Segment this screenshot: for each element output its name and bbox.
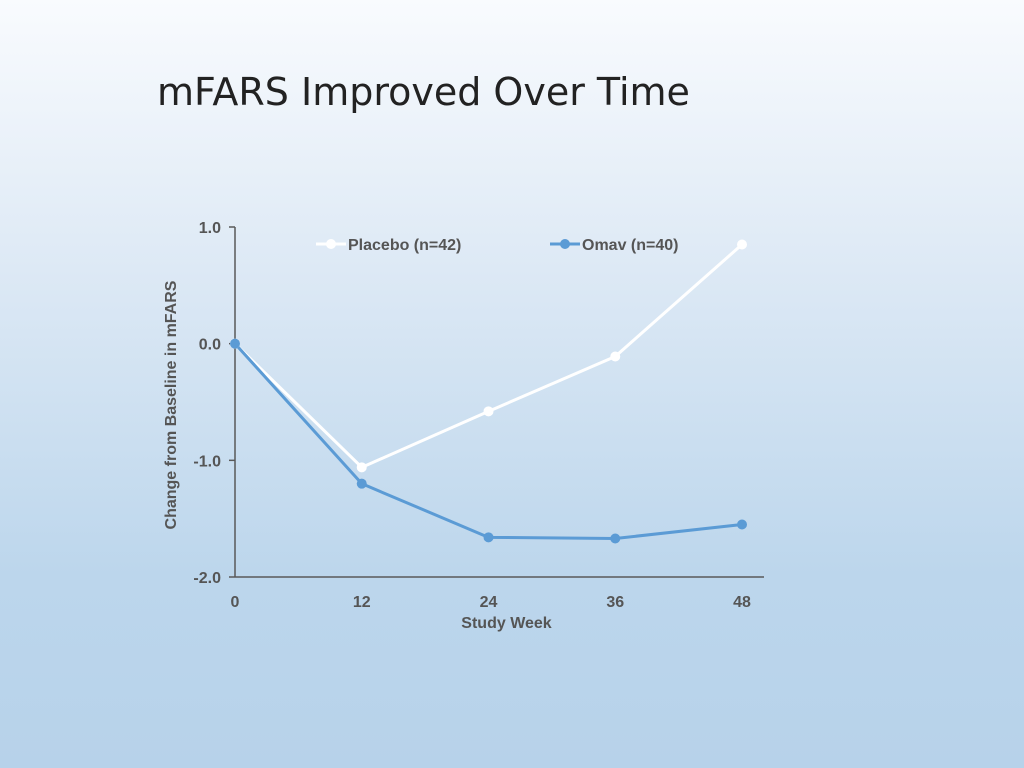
x-axis-ticks: 0 12 24 36 48 (231, 594, 751, 611)
data-point (483, 406, 494, 417)
series-lines (233, 243, 743, 540)
y-tick-label: 1.0 (199, 220, 221, 237)
y-tick-label: 0.0 (199, 337, 221, 354)
x-tick-label: 36 (606, 594, 624, 611)
data-point (737, 519, 747, 530)
x-axis-title: Study Week (461, 615, 552, 632)
data-point (610, 351, 621, 362)
series-line-0 (233, 243, 743, 469)
data-point (610, 533, 621, 544)
x-tick-label: 24 (480, 594, 498, 611)
data-point (356, 462, 367, 473)
chart-legend: Placebo (n=42) Omav (n=40) (316, 237, 678, 254)
y-axis-title: Change from Baseline in mFARS (163, 280, 180, 529)
chart-axes (234, 227, 764, 578)
x-tick-label: 48 (733, 594, 751, 611)
data-point (483, 532, 494, 543)
x-tick-label: 0 (231, 594, 240, 611)
x-tick-label: 12 (353, 594, 371, 611)
slide-title: mFARS Improved Over Time (157, 70, 690, 114)
legend-label: Placebo (n=42) (348, 237, 461, 254)
y-tick-label: -1.0 (193, 453, 221, 470)
y-axis-ticks: 1.0 0.0 -1.0 -2.0 (193, 220, 235, 587)
data-point (356, 478, 367, 489)
data-point (230, 338, 240, 349)
series-points (230, 239, 747, 544)
y-tick-label: -2.0 (193, 570, 221, 587)
data-point (737, 239, 747, 250)
legend-swatch-marker (326, 239, 336, 249)
legend-swatch-marker (560, 239, 570, 249)
legend-label: Omav (n=40) (582, 237, 678, 254)
series-line-1 (233, 342, 743, 540)
